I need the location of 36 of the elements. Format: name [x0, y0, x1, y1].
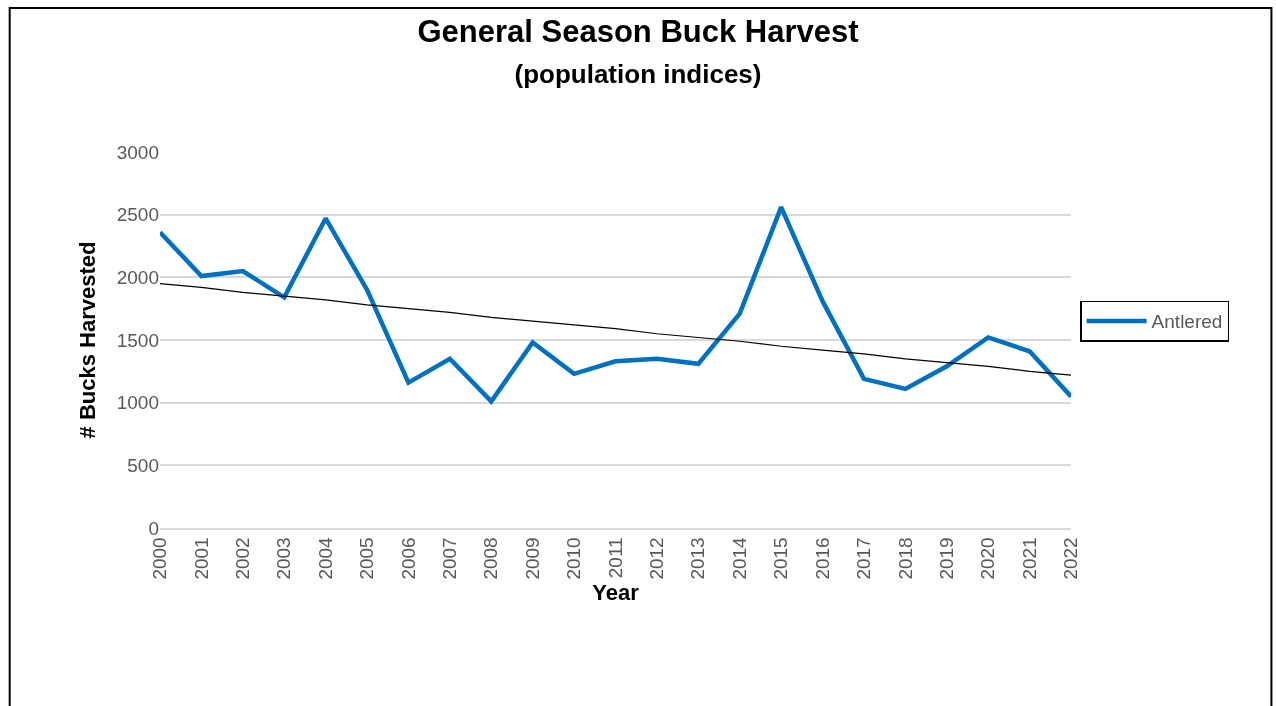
x-tick-label: 2017 [853, 537, 875, 580]
x-tick-label: 2005 [356, 537, 378, 580]
y-tick-label: 2000 [116, 266, 159, 288]
y-tick-label: 1500 [116, 329, 159, 351]
x-tick-label: 2008 [480, 537, 502, 580]
y-tick-label: 2500 [116, 204, 159, 226]
x-tick-label: 2012 [646, 537, 668, 580]
x-tick-label: 2011 [604, 537, 626, 579]
y-tick-label: 0 [148, 517, 159, 539]
line-series [160, 283, 1071, 376]
x-tick-label: 2020 [977, 537, 999, 580]
x-tick-label: 2007 [439, 537, 461, 580]
x-tick-label: 2019 [935, 537, 957, 580]
x-tick-label: 2021 [1018, 537, 1040, 580]
chart-subtitle: (population indices) [514, 58, 762, 89]
y-axis-title: # Bucks Harvested [74, 241, 100, 439]
x-tick-label: 2018 [894, 537, 916, 580]
y-tick-label: 500 [127, 454, 159, 476]
x-axis-title: Year [592, 580, 640, 606]
y-tick-label: 1000 [116, 392, 159, 414]
x-tick-label: 2006 [397, 537, 419, 580]
legend-label: Antlered [1151, 311, 1223, 333]
x-tick-label: 2001 [190, 537, 212, 580]
line-series [160, 204, 1071, 404]
x-tick-label: 2004 [314, 536, 336, 580]
x-tick-label: 2014 [728, 536, 750, 580]
x-tick-label: 2002 [232, 537, 253, 580]
x-tick-label: 2016 [811, 537, 833, 580]
x-tick-label: 2010 [563, 537, 585, 580]
y-tick-label: 3000 [116, 141, 159, 163]
x-tick-label: 2003 [273, 537, 295, 580]
x-tick-label: 2015 [770, 537, 792, 580]
x-tick-label: 2013 [687, 537, 709, 580]
x-tick-label: 2009 [521, 537, 543, 580]
chart-title: General Season Buck Harvest [417, 14, 859, 50]
x-tick-label: 2022 [1060, 537, 1082, 580]
